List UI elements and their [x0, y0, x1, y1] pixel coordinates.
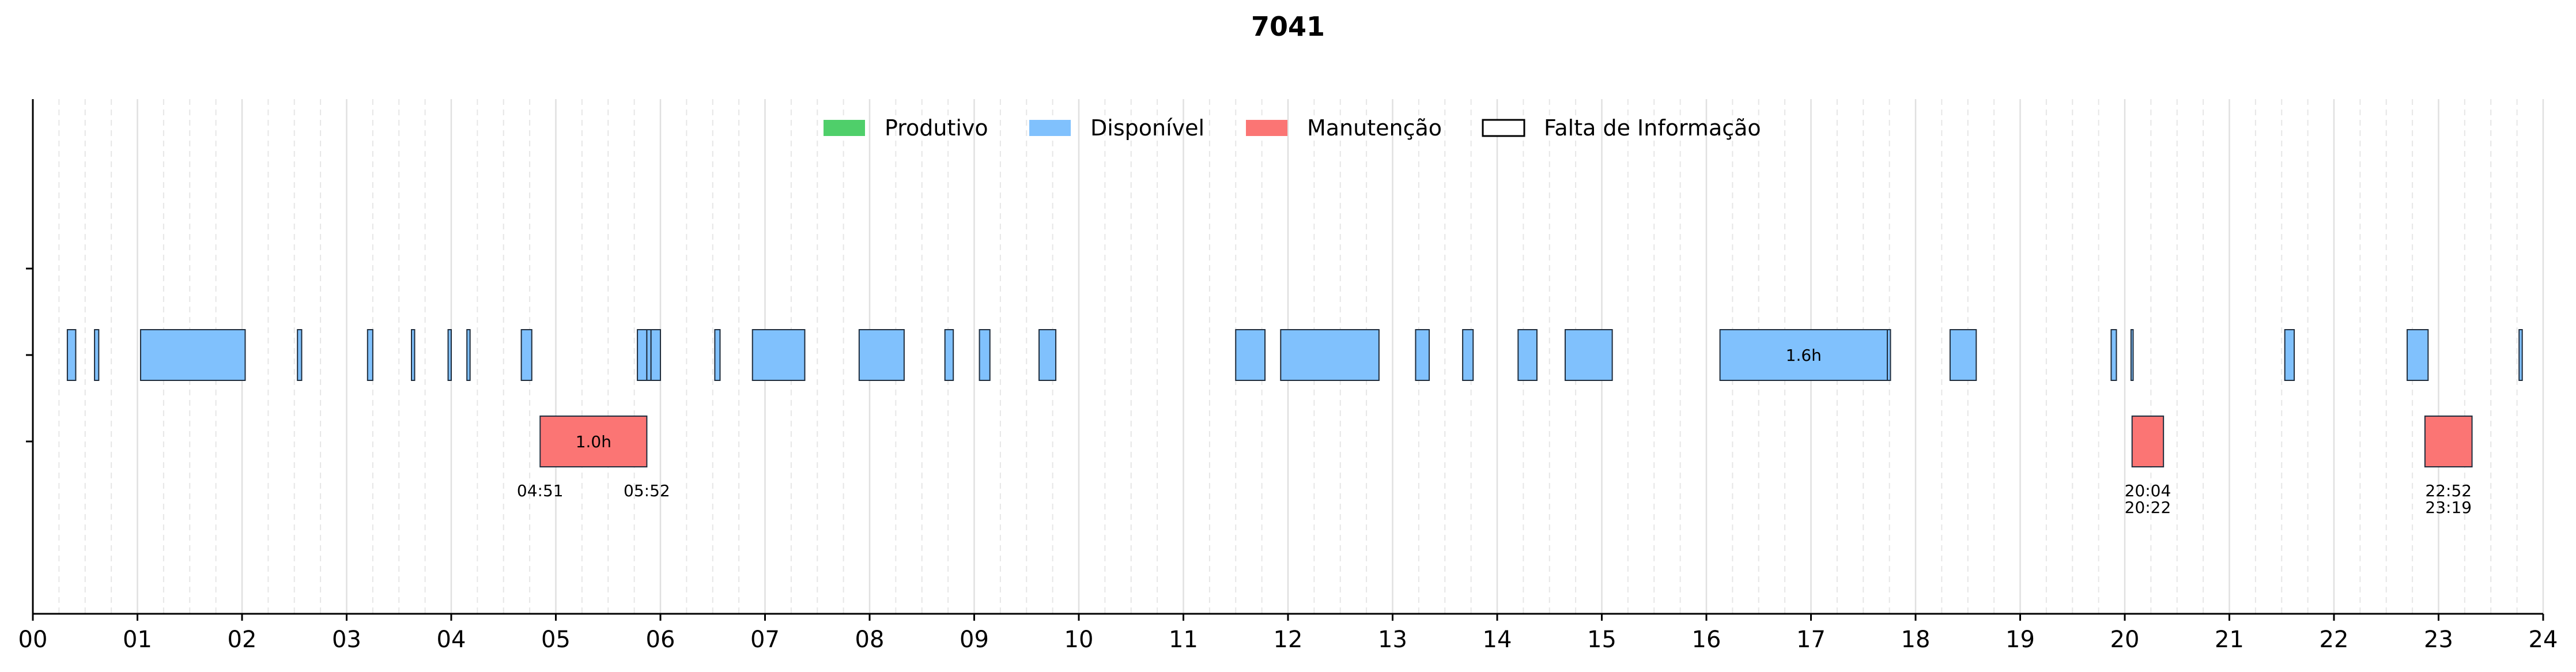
- legend-swatch: [1029, 120, 1071, 136]
- bar-disponivel: [1517, 329, 1538, 381]
- x-tick-label: 02: [228, 626, 257, 653]
- x-tick-label: 09: [960, 626, 989, 653]
- bar-manutencao: [539, 416, 648, 467]
- bar-disponivel: [367, 329, 373, 381]
- bar-duration-label: 1.6h: [1786, 346, 1822, 365]
- x-tick-label: 00: [18, 626, 48, 653]
- end-time-label: 20:22: [2125, 498, 2171, 517]
- x-tick-label: 17: [1796, 626, 1826, 653]
- bar-disponivel: [646, 329, 652, 381]
- x-tick-label: 16: [1692, 626, 1721, 653]
- bar-disponivel: [944, 329, 954, 381]
- x-tick-label: 05: [541, 626, 571, 653]
- bar-disponivel: [2130, 329, 2134, 381]
- bar-manutencao: [2131, 416, 2165, 467]
- bar-disponivel: [1719, 329, 1888, 381]
- bar-disponivel: [1235, 329, 1266, 381]
- legend-label: Produtivo: [885, 115, 988, 141]
- x-tick-label: 14: [1483, 626, 1512, 653]
- bar-disponivel: [1462, 329, 1474, 381]
- start-time-label: 22:52: [2425, 481, 2472, 500]
- bar-disponivel: [466, 329, 471, 381]
- legend-label: Disponível: [1090, 115, 1204, 141]
- x-tick-label: 11: [1169, 626, 1198, 653]
- x-tick-label: 12: [1274, 626, 1303, 653]
- legend-label: Manutenção: [1307, 115, 1442, 141]
- end-time-label: 23:19: [2425, 498, 2472, 517]
- x-tick-label: 03: [332, 626, 361, 653]
- x-tick-label: 04: [437, 626, 466, 653]
- x-tick-label: 20: [2110, 626, 2140, 653]
- bar-disponivel: [858, 329, 905, 381]
- bar-disponivel: [714, 329, 721, 381]
- bar-disponivel: [1886, 329, 1891, 381]
- bar-disponivel: [297, 329, 303, 381]
- axes: 00 01 02 03 04 05 06 07 08 09 10 11 12 13 14 15 16 17 18 19…: [18, 99, 2558, 653]
- bar-disponivel: [520, 329, 532, 381]
- x-tick-label: 21: [2215, 626, 2244, 653]
- x-tick-label: 19: [2005, 626, 2035, 653]
- bar-disponivel: [411, 329, 416, 381]
- legend-swatch: [824, 120, 865, 136]
- bar-disponivel: [94, 329, 100, 381]
- chart-title: 7041: [1251, 11, 1325, 42]
- bar-disponivel: [1564, 329, 1613, 381]
- bar-disponivel: [2110, 329, 2117, 381]
- bar-disponivel: [2407, 329, 2429, 381]
- x-tick-label: 07: [750, 626, 780, 653]
- x-tick-label: 24: [2529, 626, 2558, 653]
- bar-disponivel: [139, 329, 246, 381]
- bar-manutencao: [2424, 416, 2473, 467]
- legend: Produtivo Disponível Manutenção Falta de In…: [824, 115, 1761, 141]
- end-time-label: 05:52: [624, 481, 670, 500]
- x-tick-label: 13: [1378, 626, 1407, 653]
- legend-swatch: [1482, 119, 1525, 137]
- x-tick-label: 23: [2424, 626, 2453, 653]
- x-tick-label: 18: [1901, 626, 1931, 653]
- bar-disponivel: [2518, 329, 2523, 381]
- bar-disponivel: [447, 329, 452, 381]
- bar-disponivel: [1415, 329, 1430, 381]
- bar-disponivel: [2284, 329, 2295, 381]
- bar-disponivel: [979, 329, 991, 381]
- bars: [66, 329, 2523, 467]
- bar-disponivel: [66, 329, 77, 381]
- bar-disponivel: [637, 329, 648, 381]
- x-tick-label: 10: [1064, 626, 1094, 653]
- start-time-label: 04:51: [517, 481, 564, 500]
- bar-disponivel: [650, 329, 662, 381]
- x-tick-label: 06: [646, 626, 675, 653]
- start-time-label: 20:04: [2125, 481, 2171, 500]
- bar-disponivel: [1280, 329, 1380, 381]
- grid-lines: [32, 99, 2544, 614]
- bar-disponivel: [1038, 329, 1057, 381]
- bar-disponivel: [1949, 329, 1977, 381]
- legend-label: Falta de Informação: [1544, 115, 1761, 141]
- bar-disponivel: [751, 329, 806, 381]
- legend-swatch: [1246, 120, 1287, 136]
- x-tick-label: 01: [123, 626, 152, 653]
- x-tick-label: 15: [1587, 626, 1616, 653]
- bar-duration-label: 1.0h: [576, 432, 611, 451]
- x-tick-label: 08: [855, 626, 885, 653]
- x-tick-label: 22: [2320, 626, 2349, 653]
